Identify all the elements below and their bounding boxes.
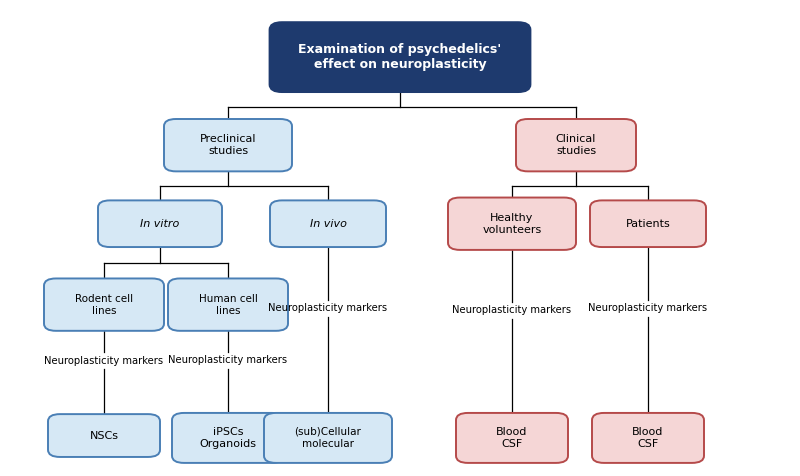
Text: Healthy
volunteers: Healthy volunteers	[482, 213, 542, 235]
FancyBboxPatch shape	[48, 414, 160, 457]
Text: In vitro: In vitro	[140, 218, 180, 229]
Text: Neuroplasticity markers: Neuroplasticity markers	[453, 305, 571, 315]
Text: Blood
CSF: Blood CSF	[632, 427, 664, 449]
Text: Human cell
lines: Human cell lines	[198, 294, 258, 316]
FancyBboxPatch shape	[456, 413, 568, 463]
Text: Neuroplasticity markers: Neuroplasticity markers	[169, 355, 287, 365]
FancyBboxPatch shape	[270, 23, 530, 91]
Text: In vivo: In vivo	[310, 218, 346, 229]
FancyBboxPatch shape	[44, 278, 164, 331]
FancyBboxPatch shape	[592, 413, 704, 463]
Text: Examination of psychedelics'
effect on neuroplasticity: Examination of psychedelics' effect on n…	[298, 43, 502, 71]
FancyBboxPatch shape	[168, 278, 288, 331]
Text: NSCs: NSCs	[90, 430, 118, 441]
Text: Blood
CSF: Blood CSF	[496, 427, 528, 449]
FancyBboxPatch shape	[172, 413, 284, 463]
Text: Rodent cell
lines: Rodent cell lines	[75, 294, 133, 316]
FancyBboxPatch shape	[98, 200, 222, 247]
Text: Clinical
studies: Clinical studies	[556, 134, 596, 156]
FancyBboxPatch shape	[590, 200, 706, 247]
FancyBboxPatch shape	[448, 198, 576, 250]
Text: Neuroplasticity markers: Neuroplasticity markers	[269, 303, 387, 313]
FancyBboxPatch shape	[164, 119, 292, 171]
Text: Neuroplasticity markers: Neuroplasticity markers	[45, 356, 163, 366]
Text: iPSCs
Organoids: iPSCs Organoids	[199, 427, 257, 449]
Text: Patients: Patients	[626, 218, 670, 229]
Text: Neuroplasticity markers: Neuroplasticity markers	[589, 303, 707, 313]
Text: Preclinical
studies: Preclinical studies	[200, 134, 256, 156]
FancyBboxPatch shape	[264, 413, 392, 463]
Text: (sub)Cellular
molecular: (sub)Cellular molecular	[294, 427, 362, 449]
FancyBboxPatch shape	[516, 119, 636, 171]
FancyBboxPatch shape	[270, 200, 386, 247]
